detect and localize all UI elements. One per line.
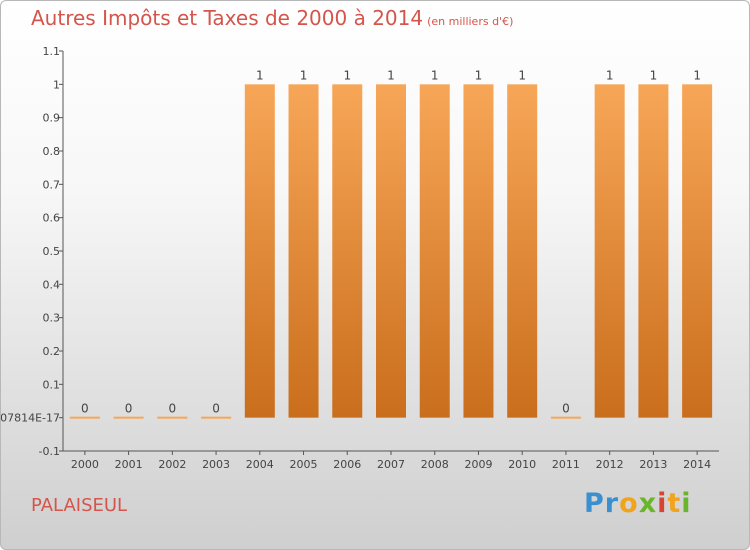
- x-tick-label: 2002: [158, 458, 186, 471]
- x-tick-label: 2012: [596, 458, 624, 471]
- data-label: 1: [518, 68, 526, 82]
- bar: [376, 84, 406, 418]
- y-tick-label: 0.3: [43, 312, 61, 325]
- y-tick-label: 1.3877787807814E-17: [1, 412, 60, 425]
- bar: [288, 84, 319, 418]
- logo-letter: i: [657, 488, 668, 519]
- logo-letter: i: [681, 488, 692, 519]
- bar: [638, 84, 669, 418]
- data-label: 1: [650, 68, 658, 82]
- bar: [594, 84, 625, 418]
- data-label: 0: [125, 402, 133, 416]
- y-tick-label: 0.7: [43, 178, 61, 191]
- x-tick-label: 2006: [333, 458, 361, 471]
- x-tick-label: 2013: [639, 458, 667, 471]
- data-label: 1: [343, 68, 351, 82]
- data-label: 1: [387, 68, 395, 82]
- bar: [463, 84, 494, 418]
- bar: [419, 84, 450, 418]
- commune-name: PALAISEUL: [31, 495, 128, 516]
- bar: [201, 416, 232, 419]
- logo-letter: x: [638, 488, 658, 519]
- bar: [550, 416, 581, 419]
- data-label: 1: [475, 68, 483, 82]
- unit-label: (en milliers d'€): [427, 15, 514, 28]
- x-tick-label: 2007: [377, 458, 405, 471]
- y-tick-label: 0.6: [43, 212, 61, 225]
- y-tick-label: 0.4: [43, 278, 61, 291]
- logo-letter: o: [619, 488, 639, 519]
- y-tick-label: 0.2: [43, 345, 61, 358]
- x-tick-label: 2001: [115, 458, 143, 471]
- data-label: 0: [169, 402, 177, 416]
- bar: [332, 84, 363, 418]
- x-tick-label: 2014: [683, 458, 711, 471]
- x-tick-label: 2011: [552, 458, 580, 471]
- data-label: 0: [81, 402, 89, 416]
- data-label: 1: [256, 68, 264, 82]
- x-tick-label: 2005: [290, 458, 318, 471]
- y-tick-label: 0.1: [43, 378, 61, 391]
- bar: [157, 416, 188, 419]
- logo-letter: r: [604, 488, 620, 519]
- x-tick-label: 2000: [71, 458, 99, 471]
- x-tick-label: 2004: [246, 458, 274, 471]
- y-tick-label: 0.9: [43, 112, 61, 125]
- bar: [507, 84, 538, 418]
- chart-title: Autres Impôts et Taxes de 2000 à 2014 (en…: [31, 6, 513, 30]
- proxiti-logo[interactable]: Proxiti: [584, 488, 692, 519]
- bar: [69, 416, 100, 419]
- data-label: 1: [693, 68, 701, 82]
- y-tick-label: 0.5: [43, 245, 61, 258]
- title-text: Autres Impôts et Taxes de 2000 à 2014: [31, 6, 424, 30]
- y-tick-label: 1.1: [43, 45, 61, 58]
- data-label: 0: [562, 402, 570, 416]
- x-tick-label: 2003: [202, 458, 230, 471]
- bar: [113, 416, 144, 419]
- bar: [682, 84, 713, 418]
- data-label: 1: [300, 68, 308, 82]
- logo-letter: t: [667, 488, 682, 519]
- y-tick-label: -0.1: [39, 445, 60, 458]
- logo-letter: P: [584, 488, 605, 519]
- x-tick-label: 2010: [508, 458, 536, 471]
- bar: [244, 84, 275, 418]
- y-tick-label: 1: [53, 78, 60, 91]
- x-tick-label: 2008: [421, 458, 449, 471]
- x-tick-label: 2009: [464, 458, 492, 471]
- y-tick-label: 0.8: [43, 145, 61, 158]
- data-label: 1: [431, 68, 439, 82]
- data-label: 0: [212, 402, 220, 416]
- data-label: 1: [606, 68, 614, 82]
